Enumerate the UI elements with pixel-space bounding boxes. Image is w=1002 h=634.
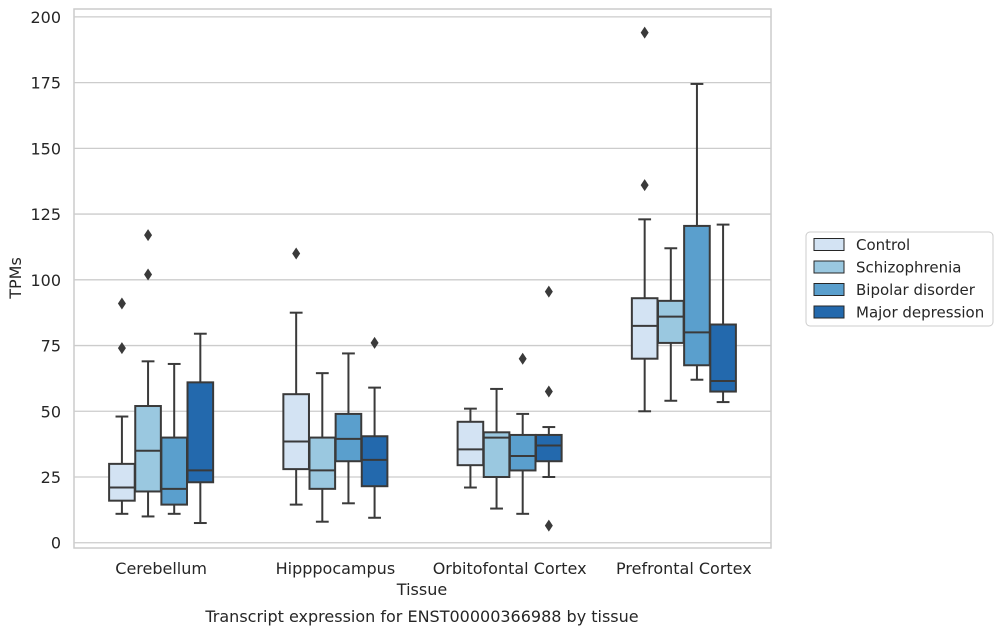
y-tick-label: 50 <box>41 402 61 421</box>
box-iqr <box>160 436 189 506</box>
legend-swatch <box>813 238 845 251</box>
x-axis-label: Tissue <box>396 580 447 599</box>
outlier-marker <box>544 385 553 398</box>
box-series <box>108 26 737 532</box>
legend-swatch <box>813 305 845 319</box>
box-iqr <box>186 381 215 484</box>
outlier-marker <box>640 179 649 192</box>
outlier-marker <box>370 336 379 349</box>
y-tick-label: 125 <box>30 205 61 224</box>
y-axis-tick-labels: 0 25 50 75 100 125 150 175 200 <box>30 8 61 553</box>
box-iqr <box>282 393 310 471</box>
box-iqr <box>360 435 389 488</box>
legend-swatch <box>813 283 845 296</box>
plot-area-frame <box>73 8 772 549</box>
box-iqr <box>108 462 136 502</box>
y-axis-label: TPMs <box>6 257 25 300</box>
outlier-marker <box>144 268 153 281</box>
series-3 <box>186 223 737 532</box>
legend-label: Control <box>856 236 910 254</box>
y-tick-label: 0 <box>51 534 61 553</box>
outlier-marker <box>117 342 126 355</box>
legend-label: Major depression <box>856 304 984 322</box>
y-tick-label: 75 <box>41 337 61 356</box>
legend-swatch <box>813 260 845 274</box>
box-iqr <box>482 431 511 479</box>
y-tick-label: 25 <box>41 468 61 487</box>
box-iqr <box>308 436 337 490</box>
x-tick-label: Cerebellum <box>115 559 207 578</box>
legend-label: Schizophrenia <box>856 259 961 277</box>
x-tick-label: Prefrontal Cortex <box>616 559 752 578</box>
outlier-marker <box>544 519 553 532</box>
box-iqr <box>334 412 363 463</box>
box-iqr <box>630 297 659 360</box>
outlier-marker <box>117 297 126 310</box>
x-tick-label: Hipppocampus <box>276 559 396 578</box>
outlier-marker <box>144 229 153 242</box>
series-1 <box>134 229 685 523</box>
outlier-marker <box>292 247 301 260</box>
box-iqr <box>508 433 537 472</box>
y-tick-label: 100 <box>30 271 61 290</box>
figure-caption: Transcript expression for ENST0000036698… <box>204 607 638 626</box>
outlier-marker <box>518 352 527 365</box>
box-iqr <box>535 433 563 463</box>
y-tick-label: 175 <box>30 74 61 93</box>
legend: Control Schizophrenia Bipolar disorder Majo… <box>805 231 994 327</box>
x-tick-label: Orbitofontal Cortex <box>433 559 587 578</box>
legend-frame <box>805 231 994 327</box>
box-iqr <box>456 420 485 467</box>
y-tick-label: 150 <box>30 139 61 158</box>
box-iqr <box>656 299 685 344</box>
y-tick-label: 200 <box>30 8 61 27</box>
x-axis-tick-labels: Cerebellum Hipppocampus Orbitofontal Corte… <box>115 559 751 578</box>
box-iqr <box>683 224 711 367</box>
outlier-marker <box>544 285 553 298</box>
outlier-marker <box>640 26 649 39</box>
series-0 <box>108 26 659 515</box>
box-iqr <box>134 405 162 493</box>
legend-label: Bipolar disorder <box>856 281 976 299</box>
